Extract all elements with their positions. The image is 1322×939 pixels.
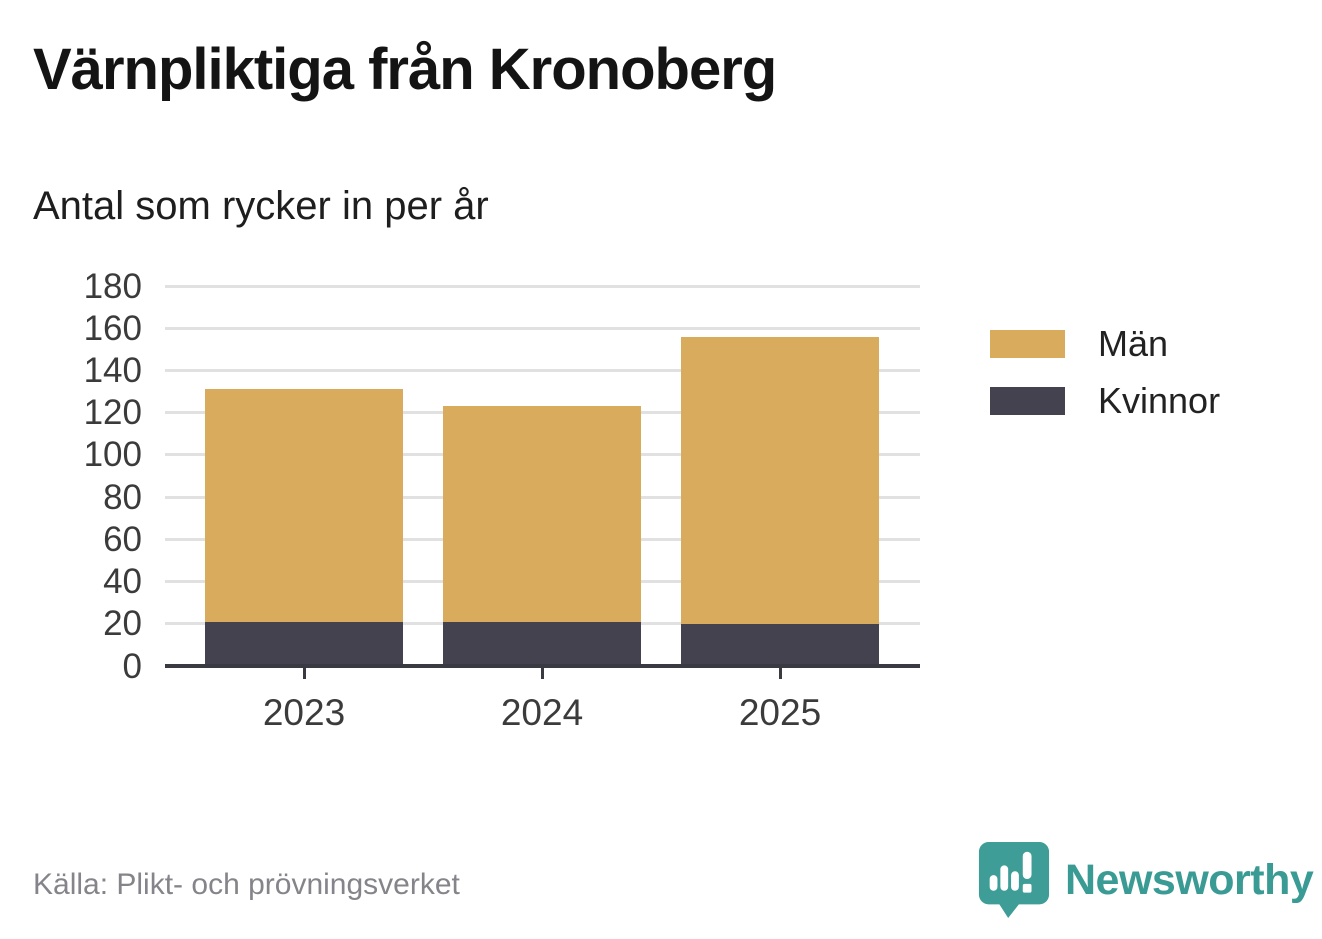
chart-bar-2 — [1000, 865, 1009, 891]
y-tick-label: 80 — [103, 477, 142, 517]
x-axis-line — [165, 664, 920, 668]
exclamation-bar — [1022, 851, 1032, 880]
bar-group-2025 — [681, 336, 879, 666]
legend-label: Kvinnor — [1098, 380, 1221, 421]
chart-subtitle: Antal som rycker in per år — [33, 184, 489, 228]
chart-bar-1 — [989, 875, 998, 891]
x-tick-label: 2023 — [262, 692, 346, 733]
y-tick-label: 140 — [83, 350, 142, 390]
x-tick-label: 2025 — [738, 692, 822, 733]
legend-label: Män — [1098, 323, 1169, 364]
gridline-180 — [165, 284, 920, 288]
gridline-140 — [165, 368, 920, 372]
source-note: Källa: Plikt- och prövningsverket — [33, 868, 460, 901]
bar-group-2023 — [205, 389, 403, 666]
bar-segment-män-2024 — [443, 406, 641, 622]
y-tick-label: 120 — [83, 393, 142, 433]
bar-segment-män-2023 — [205, 389, 403, 622]
plot-area — [165, 284, 920, 679]
y-tick-label: 100 — [83, 435, 142, 475]
bar-group-2024 — [443, 406, 641, 666]
newsworthy-logo: Newsworthy — [977, 840, 1314, 920]
y-tick-label: 40 — [103, 562, 142, 602]
legend-item-män: Män — [990, 323, 1220, 364]
brand-name: Newsworthy — [1065, 855, 1314, 904]
x-tick-2023 — [302, 668, 306, 679]
exclamation-dot — [1022, 883, 1032, 893]
legend: Män Kvinnor — [990, 323, 1221, 444]
legend-swatch — [990, 387, 1065, 415]
bar-segment-kvinnor-2024 — [443, 621, 641, 666]
newsworthy-speech-bubble-chart-icon — [978, 842, 1050, 918]
x-axis-labels: 2023 2024 2025 — [165, 692, 920, 742]
bar-segment-kvinnor-2023 — [205, 621, 403, 666]
chart-bar-3 — [1011, 871, 1019, 891]
bar-segment-män-2025 — [681, 336, 879, 624]
legend-item-kvinnor: Kvinnor — [990, 380, 1221, 421]
x-tick-label: 2024 — [500, 692, 584, 733]
y-tick-label: 0 — [122, 646, 142, 686]
y-tick-label: 60 — [103, 519, 142, 559]
x-tick-2025 — [778, 668, 782, 679]
y-axis-labels: 0 20 40 60 80 100 120 140 160 180 — [0, 269, 142, 684]
x-tick-2024 — [540, 668, 544, 679]
bar-segment-kvinnor-2025 — [681, 623, 879, 666]
legend-swatch — [990, 330, 1065, 358]
y-tick-label: 20 — [103, 604, 142, 644]
gridline-160 — [165, 326, 920, 330]
y-tick-label: 160 — [83, 308, 142, 348]
chart-title: Värnpliktiga från Kronoberg — [33, 37, 777, 102]
y-tick-label: 180 — [83, 266, 142, 306]
